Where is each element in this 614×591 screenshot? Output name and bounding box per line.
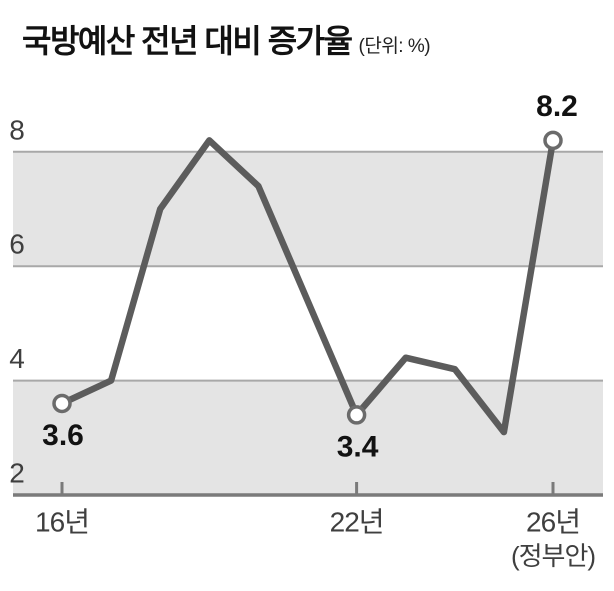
y-tick-label: 4 (9, 343, 25, 374)
background-band (13, 380, 603, 495)
background-band (13, 151, 603, 267)
y-tick-label: 6 (9, 229, 25, 260)
data-point-label: 8.2 (536, 90, 578, 123)
data-line (58, 137, 557, 436)
y-tick-label: 2 (9, 458, 25, 489)
x-tick-label: 26년 (526, 507, 580, 538)
chart-header: 국방예산 전년 대비 증가율 (단위: %) (22, 16, 431, 62)
line-chart: 2 4 6 8 16년 22년 26년(정부안) 3.6 3.4 8.2 (9, 90, 603, 571)
data-point-marker (346, 405, 367, 425)
x-tick-sublabel: (정부안) (511, 541, 595, 571)
x-tick-label: 16년 (35, 507, 89, 538)
y-tick-label: 8 (9, 114, 25, 145)
data-point-marker (52, 393, 72, 414)
chart-title: 국방예산 전년 대비 증가율 (22, 23, 353, 59)
data-point-label: 3.4 (337, 430, 379, 463)
data-point-marker (543, 130, 563, 151)
unit-label: (단위: %) (358, 36, 431, 57)
data-point-label: 3.6 (42, 419, 84, 452)
x-tick-label: 22년 (330, 507, 384, 538)
